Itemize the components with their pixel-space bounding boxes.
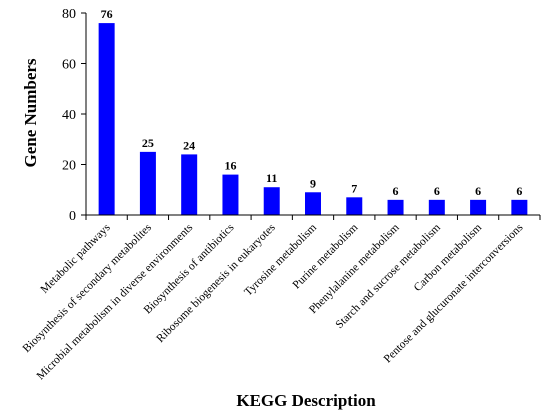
bar-value-label: 6 (475, 184, 481, 198)
bar (346, 197, 363, 215)
x-axis-title: KEGG Description (236, 391, 376, 410)
bar (387, 199, 404, 215)
bar-value-label: 6 (393, 184, 399, 198)
y-ticks-group: 0 20 40 60 80 (62, 7, 86, 224)
bar (428, 199, 445, 215)
bar (181, 154, 198, 215)
bar-value-label: 16 (224, 159, 236, 173)
bar (98, 23, 115, 215)
bar-value-label: 25 (142, 136, 154, 150)
bars-group (98, 23, 528, 215)
bar (470, 199, 487, 215)
bar (305, 192, 321, 215)
bar-value-label: 9 (310, 176, 316, 190)
bar (263, 187, 280, 215)
y-axis-title: Gene Numbers (21, 58, 40, 167)
bar-value-label: 6 (516, 184, 522, 198)
y-tick-label: 80 (62, 7, 76, 22)
bar-value-label: 24 (183, 138, 195, 152)
bar-value-label: 11 (266, 171, 277, 185)
y-tick-label: 0 (69, 209, 76, 224)
y-tick-label: 40 (62, 108, 76, 123)
category-label: Tyrosine metabolism (242, 222, 319, 299)
category-label: Metabolic pathways (39, 221, 114, 296)
bar (511, 199, 528, 215)
x-ticks-group (85, 215, 541, 220)
bar (139, 151, 156, 215)
bar-value-label: 6 (434, 184, 440, 198)
bar-value-label: 7 (351, 181, 357, 195)
y-tick-label: 20 (62, 159, 76, 174)
y-tick-label: 60 (62, 58, 76, 73)
bar-value-label: 76 (101, 7, 113, 21)
category-label: Microbial metabolism in diverse environm… (35, 221, 196, 382)
bar (222, 174, 239, 215)
